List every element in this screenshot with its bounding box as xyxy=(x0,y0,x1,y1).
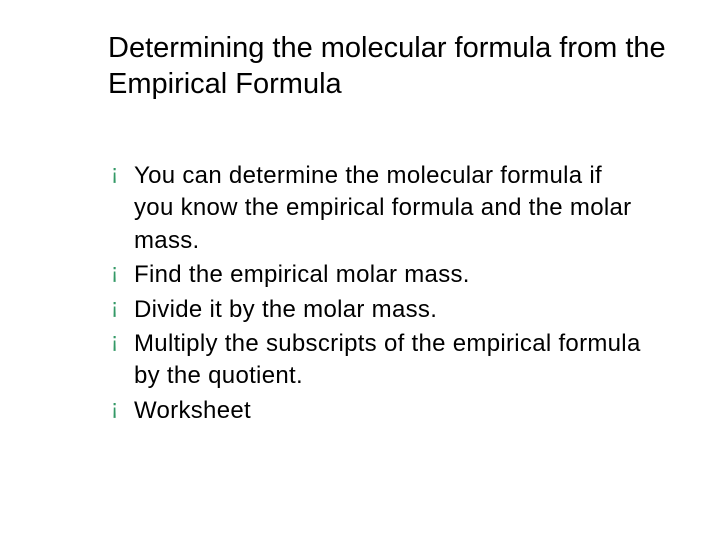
bullet-icon: ¡ xyxy=(108,259,134,290)
slide-title: Determining the molecular formula from t… xyxy=(108,30,668,103)
bullet-text: Worksheet xyxy=(134,395,251,427)
list-item: ¡ Divide it by the molar mass. xyxy=(108,294,648,326)
bullet-text: Find the empirical molar mass. xyxy=(134,259,470,291)
bullet-icon: ¡ xyxy=(108,395,134,426)
list-item: ¡ You can determine the molecular formul… xyxy=(108,160,648,257)
bullet-icon: ¡ xyxy=(108,328,134,359)
list-item: ¡ Worksheet xyxy=(108,395,648,427)
bullet-text: You can determine the molecular formula … xyxy=(134,160,648,257)
list-item: ¡ Find the empirical molar mass. xyxy=(108,259,648,291)
bullet-icon: ¡ xyxy=(108,160,134,191)
slide-body: ¡ You can determine the molecular formul… xyxy=(108,160,648,429)
bullet-text: Divide it by the molar mass. xyxy=(134,294,437,326)
bullet-icon: ¡ xyxy=(108,294,134,325)
bullet-text: Multiply the subscripts of the empirical… xyxy=(134,328,648,393)
slide: Determining the molecular formula from t… xyxy=(0,0,720,540)
list-item: ¡ Multiply the subscripts of the empiric… xyxy=(108,328,648,393)
